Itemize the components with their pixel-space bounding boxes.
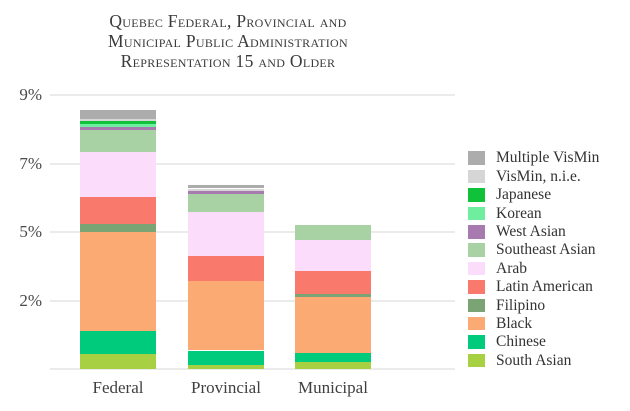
legend-swatch-icon: [468, 151, 485, 165]
legend-item: West Asian: [468, 223, 599, 241]
legend-item: Southeast Asian: [468, 241, 599, 259]
bar-segment: [188, 194, 264, 213]
legend-item: Korean: [468, 204, 599, 222]
legend-item: Chinese: [468, 333, 599, 351]
legend-label: Japanese: [496, 186, 552, 204]
legend-label: Filipino: [496, 296, 546, 314]
legend-item: Latin American: [468, 278, 599, 296]
bar-segment: [188, 280, 264, 351]
bar-segment: [80, 353, 156, 369]
bar-segment: [80, 151, 156, 198]
gridline: [50, 368, 455, 370]
legend-item: VisMin, n.i.e.: [468, 167, 599, 185]
bar-segment: [188, 185, 264, 189]
chart-title-line-1: Quebec Federal, Provincial and: [109, 11, 347, 31]
bar-segment: [80, 123, 156, 127]
legend-item: Black: [468, 315, 599, 333]
gridline: [50, 94, 455, 96]
legend-label: Korean: [496, 204, 542, 222]
bar-segment: [188, 190, 264, 195]
bar-segment: [80, 118, 156, 121]
legend-swatch-icon: [468, 261, 485, 276]
y-axis-tick-label: 2%: [19, 290, 42, 310]
bar-segment: [80, 197, 156, 225]
legend-item: Multiple VisMin: [468, 149, 599, 167]
legend-label: Multiple VisMin: [496, 149, 600, 167]
bar-segment: [295, 239, 371, 271]
legend-swatch-icon: [468, 169, 485, 184]
bar-segment: [188, 350, 264, 365]
legend-swatch-icon: [468, 280, 485, 294]
gridline: [50, 162, 455, 165]
legend-swatch-icon: [468, 243, 485, 257]
bar-segment: [188, 255, 264, 281]
chart-title-line-2: Municipal Public Administration: [108, 31, 348, 51]
y-axis-tick-label: 9%: [19, 85, 42, 104]
x-axis-label-federal: Federal: [92, 378, 144, 397]
legend-label: Black: [496, 314, 533, 332]
bar-segment: [295, 293, 371, 298]
legend-item: Japanese: [468, 186, 599, 204]
bar-segment: [188, 364, 264, 369]
legend-label: Latin American: [496, 278, 593, 296]
legend-swatch-icon: [468, 353, 485, 368]
bar-segment: [80, 232, 156, 332]
legend-item: Arab: [468, 259, 599, 277]
legend-label: Arab: [496, 259, 527, 277]
bar-segment: [295, 362, 371, 369]
bar-segment: [295, 225, 371, 240]
bar-segment: [80, 129, 156, 152]
bar-segment: [295, 270, 371, 294]
bar-segment: [295, 297, 371, 353]
legend-swatch-icon: [468, 298, 485, 313]
bar-segment: [188, 212, 264, 256]
legend-swatch-icon: [468, 225, 485, 239]
chart-title: Quebec Federal, Provincial and Municipal…: [0, 11, 456, 71]
y-axis-tick-label: 5%: [19, 222, 42, 241]
legend-label: West Asian: [496, 223, 566, 240]
bar-segment: [295, 352, 371, 363]
bar-segment: [188, 188, 264, 191]
legend-label: VisMin, n.i.e.: [496, 167, 581, 185]
legend: Multiple VisMin VisMin, n.i.e. Japanese Kor…: [468, 149, 599, 370]
bar-segment: [80, 126, 156, 130]
chart-title-line-3: Representation 15 and Older: [120, 51, 336, 71]
bar-segment: [80, 331, 156, 354]
legend-swatch-icon: [468, 188, 485, 202]
x-axis-label-provincial: Provincial: [191, 378, 261, 397]
bar-segment: [80, 109, 156, 119]
legend-item: Filipino: [468, 296, 599, 314]
y-axis-tick-label: 7%: [19, 153, 42, 173]
x-axis-label-municipal: Municipal: [298, 378, 368, 397]
bar-segment: [80, 120, 156, 124]
legend-item: South Asian: [468, 351, 599, 369]
legend-label: Chinese: [496, 333, 546, 351]
legend-label: Southeast Asian: [496, 241, 596, 259]
bar-segment: [80, 224, 156, 232]
legend-swatch-icon: [468, 316, 485, 331]
legend-swatch-icon: [468, 335, 485, 349]
legend-label: South Asian: [496, 351, 572, 369]
legend-swatch-icon: [468, 206, 485, 221]
